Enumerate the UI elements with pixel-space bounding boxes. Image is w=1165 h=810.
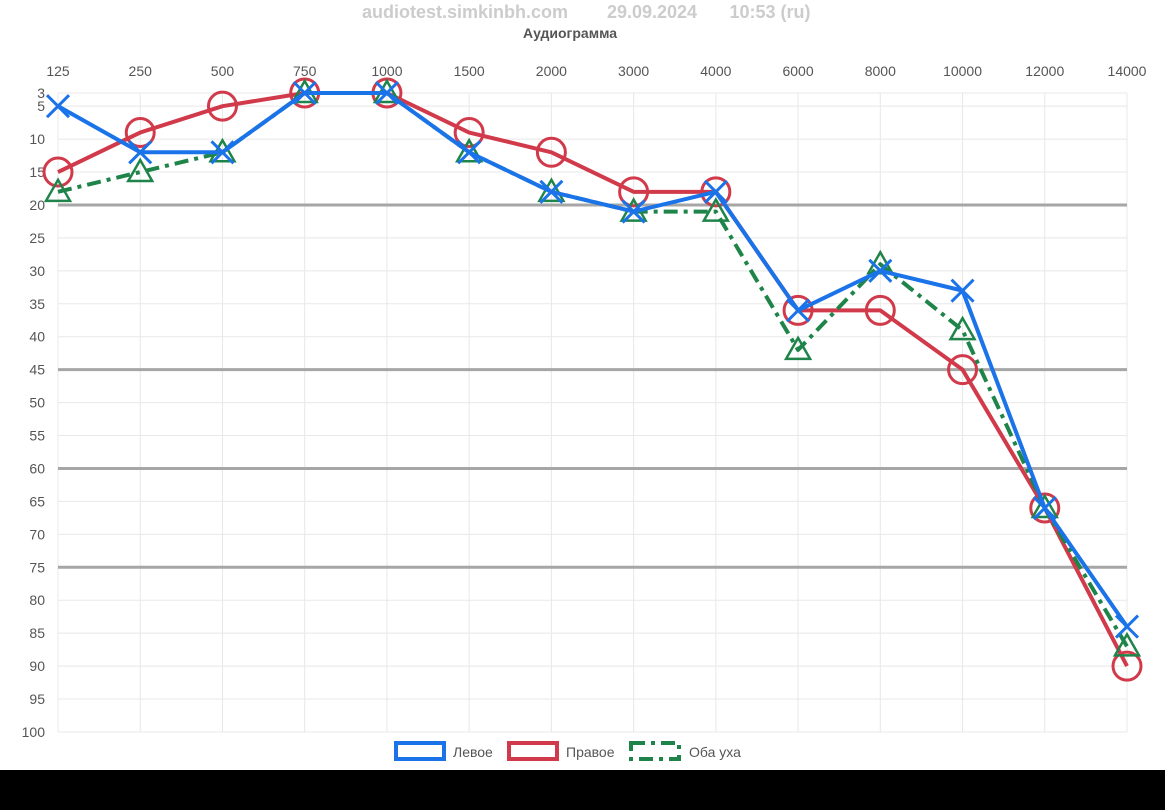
legend: Левое Правое Оба уха [394, 741, 741, 761]
header-date: 29.09.2024 [607, 2, 697, 22]
marker-cross [1032, 495, 1057, 521]
legend-item: Оба уха [629, 741, 741, 761]
marker-circle [206, 90, 238, 122]
x-tick-label: 1500 [454, 63, 485, 79]
y-tick-label: 100 [22, 724, 46, 740]
y-tick-label: 3 [37, 85, 45, 101]
x-tick-label: 500 [211, 63, 235, 79]
y-tick-label: 55 [29, 428, 45, 444]
x-axis-ticks: 125 250 500 750 1000 1500 2000 3000 4000 6000 8000… [46, 63, 1146, 79]
y-tick-label: 65 [29, 493, 45, 509]
marker-circle [782, 294, 814, 326]
x-tick-label: 8000 [865, 63, 896, 79]
y-tick-label: 10 [29, 131, 45, 147]
y-tick-label: 60 [29, 460, 45, 476]
marker-cross [457, 140, 482, 165]
marker-triangle [454, 137, 484, 163]
y-tick-label: 15 [29, 164, 45, 180]
marker-circle [1111, 650, 1143, 682]
marker-cross [786, 298, 811, 323]
legend-label: Левое [453, 744, 493, 760]
y-axis-ticks: 35 10 15 20 25 30 35 40 45 50 55 60 65 70 75 80 85 90 95 10… [22, 85, 46, 740]
y-tick-label: 30 [29, 263, 45, 279]
marker-triangle [701, 197, 731, 222]
reference-lines [58, 203, 1127, 569]
marker-triangle [126, 157, 155, 183]
audiogram-page: audiotest.simkinbh.com 29.09.2024 10:53 … [21, 2, 1147, 761]
marker-triangle [1030, 493, 1059, 519]
chart-title: Аудиограмма [523, 25, 617, 41]
marker-cross [868, 258, 893, 283]
y-tick-label: 70 [29, 526, 45, 542]
series-line [57, 91, 1129, 628]
marker-circle [864, 294, 896, 326]
marker-cross [45, 94, 71, 119]
marker-triangle [43, 177, 73, 203]
marker-triangle [1112, 631, 1142, 657]
y-tick-label: 35 [29, 296, 45, 312]
header-time: 10:53 (ru) [729, 2, 810, 22]
marker-cross [1114, 614, 1140, 639]
x-tick-label: 10000 [943, 63, 982, 79]
y-tick-label: 45 [29, 362, 45, 378]
x-tick-label: 14000 [1108, 63, 1147, 79]
grid-layer [57, 92, 1128, 733]
y-tick-label: 95 [29, 691, 45, 707]
marker-triangle [948, 315, 977, 341]
legend-swatch [629, 741, 681, 761]
bottom-bar [0, 770, 1165, 810]
legend-swatch [394, 741, 446, 761]
x-tick-label: 6000 [782, 63, 813, 79]
marker-circle [453, 117, 485, 149]
marker-circle [42, 156, 74, 188]
marker-cross [703, 179, 728, 204]
series-line [57, 91, 1129, 668]
marker-circle [535, 136, 567, 168]
legend-swatch [507, 741, 559, 761]
header-site: audiotest.simkinbh.com [362, 2, 568, 22]
y-tick-label: 75 [29, 559, 45, 575]
series-layer [42, 77, 1143, 682]
marker-cross [950, 278, 975, 303]
x-tick-label: 4000 [700, 63, 731, 79]
audiogram-chart: audiotest.simkinbh.com 29.09.2024 10:53 … [22, 2, 1147, 761]
x-tick-label: 750 [293, 63, 317, 79]
legend-label: Оба уха [689, 744, 741, 760]
legend-item: Левое [394, 741, 493, 761]
y-tick-label: 5 [37, 98, 45, 114]
x-tick-label: 12000 [1025, 63, 1064, 79]
marker-cross [539, 179, 564, 204]
marker-circle [124, 117, 156, 149]
marker-cross [128, 140, 153, 165]
marker-cross [292, 80, 317, 106]
series-1 [42, 77, 1143, 682]
y-tick-label: 20 [29, 197, 45, 213]
marker-circle [700, 176, 732, 208]
marker-triangle [783, 335, 813, 361]
y-tick-label: 40 [29, 329, 45, 345]
legend-item: Правое [507, 741, 615, 761]
y-tick-label: 25 [29, 230, 45, 246]
y-tick-label: 90 [29, 658, 45, 674]
legend-label: Правое [566, 744, 615, 760]
y-tick-label: 80 [29, 592, 45, 608]
x-tick-label: 2000 [536, 63, 567, 79]
marker-circle [618, 176, 650, 208]
x-tick-label: 1000 [371, 63, 402, 79]
marker-circle [947, 354, 979, 386]
y-tick-label: 50 [29, 395, 45, 411]
x-tick-label: 250 [129, 63, 153, 79]
marker-cross [374, 80, 399, 106]
marker-cross [210, 140, 235, 165]
marker-cross [621, 199, 646, 224]
x-tick-label: 3000 [618, 63, 649, 79]
series-0 [45, 80, 1140, 639]
x-tick-label: 125 [46, 63, 70, 79]
y-tick-label: 85 [29, 625, 45, 641]
